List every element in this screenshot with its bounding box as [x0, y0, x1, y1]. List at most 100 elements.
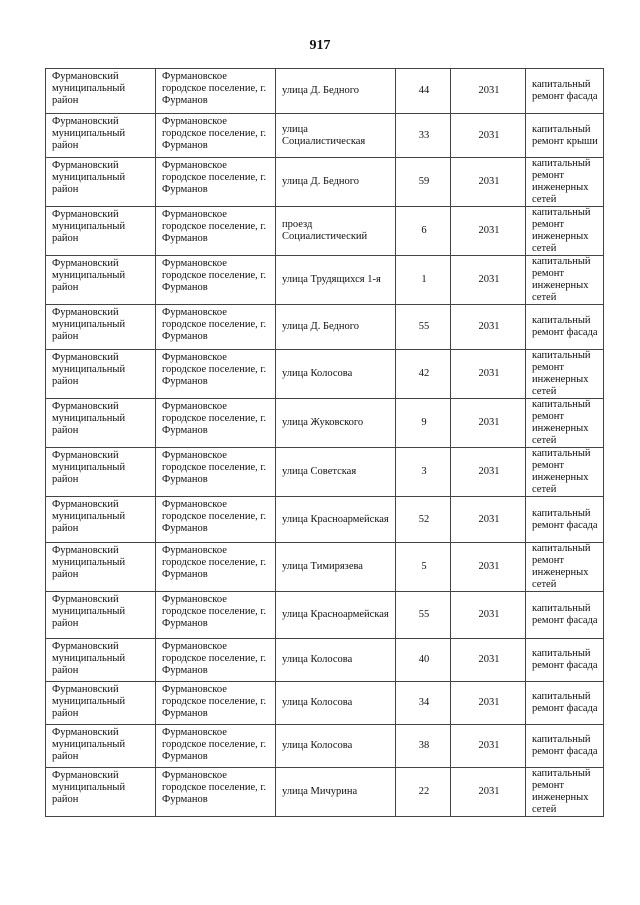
- street-cell: улица Красноармейская: [275, 496, 396, 543]
- year-cell: 2031: [450, 591, 526, 639]
- street-cell: улица Социалистическая: [275, 113, 396, 158]
- year-cell: 2031: [450, 304, 526, 350]
- year-cell: 2031: [450, 496, 526, 543]
- street-cell: улица Мичурина: [275, 767, 396, 817]
- settlement-cell: Фурмановское городское поселение, г. Фур…: [155, 304, 276, 350]
- work-type-cell: капитальный ремонт фасада: [525, 681, 604, 725]
- house-number-cell: 33: [395, 113, 451, 158]
- year-cell: 2031: [450, 767, 526, 817]
- district-cell: Фурмановский муниципальный район: [45, 447, 156, 497]
- table-row: Фурмановский муниципальный район Фурманов…: [45, 157, 604, 207]
- table-row: Фурмановский муниципальный район Фурманов…: [45, 496, 604, 543]
- settlement-cell: Фурмановское городское поселение, г. Фур…: [155, 255, 276, 305]
- work-type-cell: капитальный ремонт инженерных сетей: [525, 255, 604, 305]
- house-number-cell: 22: [395, 767, 451, 817]
- street-cell: улица Колосова: [275, 724, 396, 768]
- settlement-cell: Фурмановское городское поселение, г. Фур…: [155, 447, 276, 497]
- district-cell: Фурмановский муниципальный район: [45, 304, 156, 350]
- street-cell: улица Колосова: [275, 638, 396, 682]
- street-cell: улица Колосова: [275, 349, 396, 399]
- district-cell: Фурмановский муниципальный район: [45, 542, 156, 592]
- table-row: Фурмановский муниципальный район Фурманов…: [45, 724, 604, 768]
- year-cell: 2031: [450, 206, 526, 256]
- year-cell: 2031: [450, 255, 526, 305]
- house-number-cell: 38: [395, 724, 451, 768]
- work-type-cell: капитальный ремонт инженерных сетей: [525, 447, 604, 497]
- district-cell: Фурмановский муниципальный район: [45, 157, 156, 207]
- house-number-cell: 5: [395, 542, 451, 592]
- settlement-cell: Фурмановское городское поселение, г. Фур…: [155, 157, 276, 207]
- year-cell: 2031: [450, 447, 526, 497]
- settlement-cell: Фурмановское городское поселение, г. Фур…: [155, 496, 276, 543]
- table-row: Фурмановский муниципальный район Фурманов…: [45, 638, 604, 682]
- table-row: Фурмановский муниципальный район Фурманов…: [45, 542, 604, 592]
- settlement-cell: Фурмановское городское поселение, г. Фур…: [155, 542, 276, 592]
- house-number-cell: 34: [395, 681, 451, 725]
- settlement-cell: Фурмановское городское поселение, г. Фур…: [155, 398, 276, 448]
- year-cell: 2031: [450, 68, 526, 114]
- work-type-cell: капитальный ремонт инженерных сетей: [525, 542, 604, 592]
- street-cell: улица Д. Бедного: [275, 68, 396, 114]
- street-cell: улица Трудящихся 1-я: [275, 255, 396, 305]
- street-cell: улица Д. Бедного: [275, 157, 396, 207]
- district-cell: Фурмановский муниципальный район: [45, 681, 156, 725]
- work-type-cell: капитальный ремонт крыши: [525, 113, 604, 158]
- street-cell: улица Советская: [275, 447, 396, 497]
- district-cell: Фурмановский муниципальный район: [45, 638, 156, 682]
- street-cell: улица Красноармейская: [275, 591, 396, 639]
- work-type-cell: капитальный ремонт инженерных сетей: [525, 157, 604, 207]
- house-number-cell: 9: [395, 398, 451, 448]
- year-cell: 2031: [450, 157, 526, 207]
- district-cell: Фурмановский муниципальный район: [45, 255, 156, 305]
- repair-schedule-table: Фурмановский муниципальный район Фурманов…: [45, 68, 604, 817]
- settlement-cell: Фурмановское городское поселение, г. Фур…: [155, 681, 276, 725]
- table-row: Фурмановский муниципальный район Фурманов…: [45, 255, 604, 305]
- settlement-cell: Фурмановское городское поселение, г. Фур…: [155, 724, 276, 768]
- district-cell: Фурмановский муниципальный район: [45, 767, 156, 817]
- year-cell: 2031: [450, 113, 526, 158]
- house-number-cell: 52: [395, 496, 451, 543]
- house-number-cell: 44: [395, 68, 451, 114]
- year-cell: 2031: [450, 724, 526, 768]
- district-cell: Фурмановский муниципальный район: [45, 724, 156, 768]
- year-cell: 2031: [450, 681, 526, 725]
- settlement-cell: Фурмановское городское поселение, г. Фур…: [155, 113, 276, 158]
- district-cell: Фурмановский муниципальный район: [45, 68, 156, 114]
- settlement-cell: Фурмановское городское поселение, г. Фур…: [155, 591, 276, 639]
- table-row: Фурмановский муниципальный район Фурманов…: [45, 206, 604, 256]
- table-row: Фурмановский муниципальный район Фурманов…: [45, 767, 604, 817]
- district-cell: Фурмановский муниципальный район: [45, 398, 156, 448]
- street-cell: улица Жуковского: [275, 398, 396, 448]
- settlement-cell: Фурмановское городское поселение, г. Фур…: [155, 767, 276, 817]
- house-number-cell: 1: [395, 255, 451, 305]
- work-type-cell: капитальный ремонт инженерных сетей: [525, 398, 604, 448]
- year-cell: 2031: [450, 349, 526, 399]
- work-type-cell: капитальный ремонт инженерных сетей: [525, 206, 604, 256]
- settlement-cell: Фурмановское городское поселение, г. Фур…: [155, 68, 276, 114]
- house-number-cell: 40: [395, 638, 451, 682]
- work-type-cell: капитальный ремонт фасада: [525, 638, 604, 682]
- street-cell: улица Тимирязева: [275, 542, 396, 592]
- work-type-cell: капитальный ремонт фасада: [525, 304, 604, 350]
- table-row: Фурмановский муниципальный район Фурманов…: [45, 447, 604, 497]
- table-row: Фурмановский муниципальный район Фурманов…: [45, 398, 604, 448]
- house-number-cell: 55: [395, 304, 451, 350]
- street-cell: улица Д. Бедного: [275, 304, 396, 350]
- work-type-cell: капитальный ремонт фасада: [525, 724, 604, 768]
- work-type-cell: капитальный ремонт фасада: [525, 68, 604, 114]
- settlement-cell: Фурмановское городское поселение, г. Фур…: [155, 349, 276, 399]
- street-cell: проезд Социалистический: [275, 206, 396, 256]
- settlement-cell: Фурмановское городское поселение, г. Фур…: [155, 206, 276, 256]
- table-row: Фурмановский муниципальный район Фурманов…: [45, 591, 604, 639]
- table-row: Фурмановский муниципальный район Фурманов…: [45, 68, 604, 114]
- street-cell: улица Колосова: [275, 681, 396, 725]
- work-type-cell: капитальный ремонт фасада: [525, 496, 604, 543]
- table-row: Фурмановский муниципальный район Фурманов…: [45, 349, 604, 399]
- district-cell: Фурмановский муниципальный район: [45, 591, 156, 639]
- year-cell: 2031: [450, 542, 526, 592]
- house-number-cell: 42: [395, 349, 451, 399]
- table-row: Фурмановский муниципальный район Фурманов…: [45, 113, 604, 158]
- district-cell: Фурмановский муниципальный район: [45, 206, 156, 256]
- district-cell: Фурмановский муниципальный район: [45, 113, 156, 158]
- year-cell: 2031: [450, 398, 526, 448]
